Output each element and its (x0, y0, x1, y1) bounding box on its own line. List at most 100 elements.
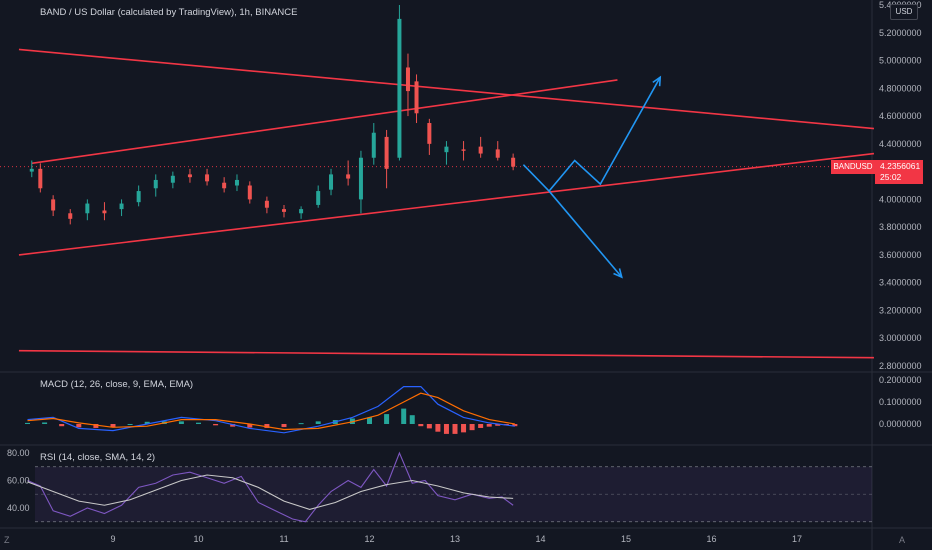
macd-histogram-bar (384, 414, 390, 424)
auto-scale-button[interactable]: A (899, 535, 906, 545)
time-tick-label: 13 (450, 534, 460, 544)
bar-countdown: 25:02 (880, 172, 902, 182)
macd-histogram-bar (443, 424, 449, 434)
trendline-drawings[interactable] (0, 48, 875, 359)
candle-body (153, 179, 158, 189)
macd-histogram-bar (409, 415, 415, 424)
projection-arrows[interactable] (522, 75, 662, 279)
candle-body (29, 168, 34, 172)
bull-path-line (522, 76, 661, 193)
candle-body (371, 132, 376, 158)
price-tick-label: 3.4000000 (879, 278, 922, 288)
rsi-ma-line (27, 474, 514, 510)
macd-histogram-bar (213, 424, 219, 426)
candle-body (205, 174, 210, 182)
bear-path-arrowhead (613, 268, 623, 279)
candle-body (102, 210, 107, 214)
macd-histogram-bar (512, 424, 518, 427)
macd-tick-label: 0.0000000 (879, 419, 922, 429)
time-tick-label: 12 (364, 534, 374, 544)
last-price-value: 4.2356061 (880, 161, 921, 171)
macd-histogram-bar (110, 424, 116, 428)
candle-body (38, 168, 43, 189)
chart-title: BAND / US Dollar (calculated by TradingV… (40, 7, 298, 18)
macd-histogram-bar (478, 424, 484, 428)
macd-histogram-bar (247, 424, 253, 428)
rsi-tick-label: 40.00 (7, 503, 30, 513)
candle-body (495, 149, 500, 158)
candle-body (329, 174, 334, 190)
rsi-pane (27, 451, 872, 523)
price-tick-label: 5.2000000 (879, 28, 922, 38)
candle-body (282, 209, 286, 212)
macd-tick-label: 0.1000000 (879, 397, 922, 407)
rising-support-line (18, 152, 875, 256)
macd-histogram-bar (281, 424, 287, 428)
time-tick-label: 15 (621, 534, 631, 544)
candle-body (444, 146, 449, 153)
rising-channel-top-line (31, 79, 618, 165)
candle-body (187, 174, 192, 178)
time-tick-label: 9 (110, 534, 115, 544)
rsi-tick-label: 60.00 (7, 476, 30, 486)
candle-body (264, 200, 269, 208)
macd-histogram-bar (127, 424, 133, 425)
macd-title: MACD (12, 26, close, 9, EMA, EMA) (40, 379, 194, 390)
price-tick-label: 3.0000000 (879, 333, 922, 343)
descending-resistance-line (18, 48, 875, 130)
candlestick-series (29, 5, 516, 225)
macd-histogram-bar (495, 424, 501, 426)
candle-body (316, 191, 321, 205)
time-tick-label: 17 (792, 534, 802, 544)
price-tick-label: 4.0000000 (879, 194, 922, 204)
candle-body (299, 209, 304, 214)
macd-histogram-bar (25, 422, 30, 424)
symbol-badge: BANDUSD (831, 160, 875, 174)
macd-histogram-bar (315, 421, 321, 424)
macd-histogram-bar (426, 424, 432, 429)
candle-body (461, 149, 466, 151)
bottom-line-line (18, 349, 874, 359)
macd-tick-label: 0.2000000 (879, 375, 922, 385)
macd-histogram-bar (486, 424, 492, 427)
axes: 5.40000005.20000005.00000004.80000004.60… (7, 0, 922, 544)
macd-histogram-bar (469, 424, 475, 431)
signal-line (27, 392, 515, 431)
time-tick-label: 14 (535, 534, 545, 544)
macd-histogram-bar (144, 421, 150, 424)
candle-body (511, 157, 516, 167)
macd-histogram-bar (435, 424, 441, 432)
price-tick-label: 3.6000000 (879, 250, 922, 260)
currency-button[interactable]: USD (890, 4, 918, 20)
price-tick-label: 3.8000000 (879, 222, 922, 232)
macd-histogram-bar (264, 424, 270, 428)
price-tick-label: 4.8000000 (879, 83, 922, 93)
candle-body (397, 18, 402, 158)
candle-body (358, 157, 363, 200)
candle-body (222, 182, 227, 189)
candle-body (478, 146, 483, 154)
price-tick-label: 3.2000000 (879, 305, 922, 315)
macd-histogram-bar (367, 417, 372, 424)
candle-body (427, 123, 432, 144)
rsi-line (27, 451, 514, 523)
macd-pane (25, 386, 518, 434)
rsi-title: RSI (14, close, SMA, 14, 2) (40, 452, 156, 463)
macd-histogram-bar (461, 424, 467, 433)
candle-body (234, 179, 239, 186)
macd-histogram-bar (76, 424, 82, 428)
macd-histogram-bar (178, 421, 184, 424)
price-tick-label: 5.0000000 (879, 56, 922, 66)
timezone-button[interactable]: Z (4, 535, 10, 545)
macd-histogram-bar (418, 424, 424, 427)
candle-body (85, 203, 90, 214)
time-tick-label: 11 (279, 534, 288, 544)
macd-histogram-bar (196, 422, 201, 424)
bull-path-arrowhead (652, 75, 662, 87)
price-tick-label: 4.4000000 (879, 139, 922, 149)
last-price-badge: 4.2356061 25:02 (875, 160, 923, 184)
time-tick-label: 16 (706, 534, 716, 544)
macd-histogram-bar (298, 423, 304, 425)
